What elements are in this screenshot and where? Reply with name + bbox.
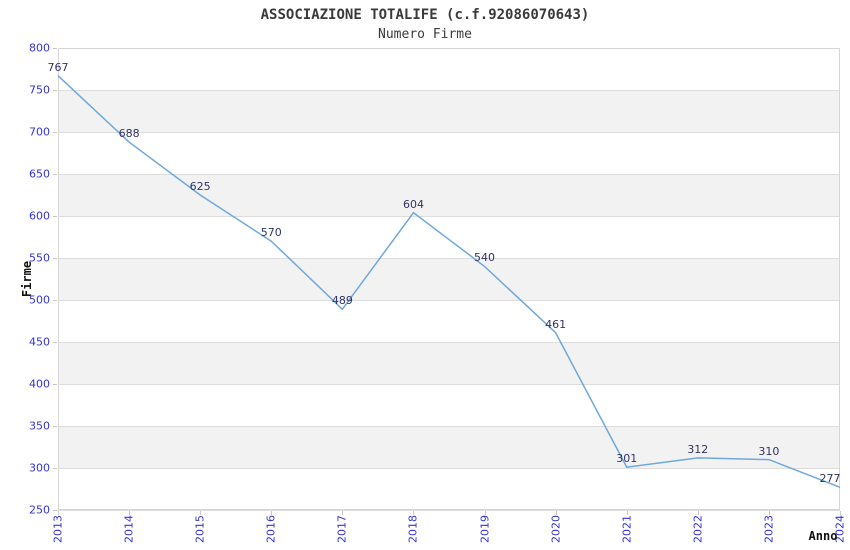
gridline [58,468,840,469]
data-point-label: 688 [118,127,140,141]
grid-band [58,426,840,468]
data-point-label: 540 [474,251,496,265]
x-tick-label: 2019 [478,515,492,543]
chart-title: ASSOCIAZIONE TOTALIFE (c.f.92086070643) [260,7,590,23]
x-tick-mark [342,511,344,515]
x-tick-mark [129,511,131,515]
series-line [57,75,841,489]
x-tick-label: 2015 [193,515,207,543]
x-tick-label: 2014 [122,515,136,543]
plot-area [57,48,841,511]
x-tick-label: 2016 [264,515,278,543]
y-tick-mark [53,468,57,469]
y-tick-mark [53,132,57,133]
grid-band [58,258,840,300]
data-point-label: 301 [616,452,638,466]
y-tick-label: 700 [29,125,50,139]
data-point-label: 277 [819,472,841,486]
data-point-label: 604 [402,197,424,211]
x-tick-mark [840,511,841,515]
gridline [58,174,840,175]
y-tick-label: 350 [29,419,50,433]
y-tick-mark [53,90,57,91]
data-point-label: 489 [331,294,353,308]
y-tick-label: 500 [29,293,50,307]
x-tick-mark [626,511,628,515]
y-tick-label: 300 [29,461,50,475]
gridline [58,132,840,133]
x-tick-mark [58,511,59,515]
gridline [58,90,840,91]
x-tick-mark [484,511,486,515]
x-axis-label: Anno [808,529,838,543]
grid-band [58,342,840,384]
gridline [58,342,840,343]
data-point-label: 767 [47,60,69,74]
x-tick-label: 2022 [691,515,705,543]
x-tick-mark [555,511,557,515]
y-tick-mark [53,48,57,49]
x-tick-label: 2017 [335,515,349,543]
gridline [58,510,840,511]
y-tick-mark [53,510,57,511]
y-tick-mark [53,258,57,259]
y-tick-label: 800 [29,41,50,55]
line-series [57,75,841,489]
y-axis-label: Firme [20,260,34,298]
grid-band [58,174,840,216]
x-tick-label: 2018 [406,515,420,543]
y-tick-label: 600 [29,209,50,223]
y-tick-label: 550 [29,251,50,265]
x-tick-label: 2021 [620,515,634,543]
data-point-label: 310 [758,444,780,458]
x-tick-mark [413,511,415,515]
y-tick-mark [53,300,57,301]
gridline [58,258,840,259]
chart-subtitle: Numero Firme [378,27,472,42]
gridline [58,216,840,217]
x-tick-mark [697,511,699,515]
y-tick-mark [53,426,57,427]
gridline [58,426,840,427]
x-tick-label: 2013 [51,515,65,543]
y-tick-mark [53,342,57,343]
y-tick-label: 250 [29,503,50,517]
data-point-label: 570 [260,226,282,240]
x-tick-label: 2023 [762,515,776,543]
y-tick-label: 400 [29,377,50,391]
x-tick-mark [271,511,273,515]
x-tick-mark [768,511,770,515]
y-tick-label: 650 [29,167,50,181]
grid-band [58,90,840,132]
data-point-label: 312 [687,442,709,456]
gridline [58,300,840,301]
gridline [58,384,840,385]
y-tick-mark [53,216,57,217]
data-point-label: 461 [545,317,567,331]
x-tick-label: 2020 [549,515,563,543]
x-tick-mark [200,511,202,515]
y-tick-mark [53,174,57,175]
y-tick-mark [53,384,57,385]
y-tick-label: 750 [29,83,50,97]
data-point-label: 625 [189,180,211,193]
y-tick-label: 450 [29,335,50,349]
